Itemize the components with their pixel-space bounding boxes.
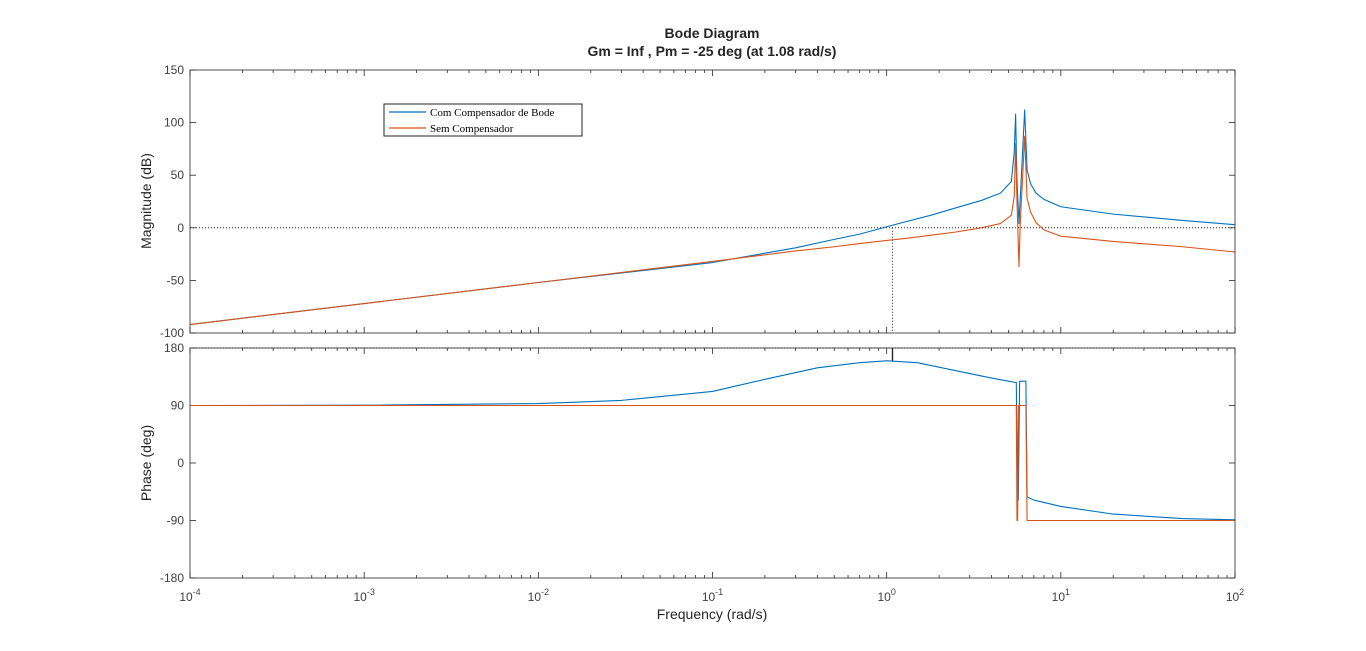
x-tick-label: 100: [877, 587, 895, 604]
phase-y-tick-label: 90: [171, 399, 185, 413]
phase-line-compensated: [189, 360, 1236, 521]
magnitude-y-tick-label: -100: [160, 326, 184, 340]
x-axis-label: Frequency (rad/s): [657, 606, 767, 622]
magnitude-y-tick-label: 0: [177, 221, 184, 235]
x-tick-label: 10-2: [528, 587, 549, 604]
magnitude-y-tick-label: 50: [171, 168, 185, 182]
phase-axis-label: Phase (deg): [138, 425, 154, 501]
magnitude-y-tick-label: 150: [164, 63, 184, 77]
frequency-axis: 10-4 10-3 10-2 10-1 100 101 102: [179, 587, 1244, 604]
magnitude-plot: 150 100 50 0 -50 -100: [160, 63, 1236, 340]
phase-plot: 180 90 0 -90 -180: [160, 341, 1236, 585]
phase-y-tick-label: 180: [164, 341, 184, 355]
phase-frame: [189, 347, 1236, 579]
x-tick-label: 101: [1052, 587, 1070, 604]
magnitude-y-tick-label: -50: [167, 273, 185, 287]
legend-entry-compensated: Com Compensador de Bode: [430, 107, 554, 119]
magnitude-line-compensated: [189, 109, 1236, 326]
magnitude-frame: [189, 69, 1236, 334]
magnitude-axis-label: Magnitude (dB): [138, 153, 154, 249]
chart-title: Bode Diagram: [665, 25, 760, 41]
legend-box: [383, 103, 583, 137]
legend[interactable]: Com Compensador de Bode Sem Compensador: [383, 103, 583, 137]
x-tick-label: 10-3: [353, 587, 374, 604]
x-tick-label: 10-1: [702, 587, 723, 604]
chart-subtitle: Gm = Inf , Pm = -25 deg (at 1.08 rad/s): [588, 43, 837, 59]
magnitude-y-tick-label: 100: [164, 116, 184, 130]
x-tick-label: 10-4: [179, 587, 200, 604]
x-tick-label: 102: [1226, 587, 1244, 604]
phase-y-tick-label: 0: [177, 456, 184, 470]
phase-y-tick-label: -180: [160, 571, 184, 585]
phase-y-tick-label: -90: [167, 514, 185, 528]
magnitude-line-uncompensated: [189, 135, 1236, 326]
phase-line-uncompensated: [190, 404, 1235, 522]
legend-entry-uncompensated: Sem Compensador: [430, 123, 514, 135]
